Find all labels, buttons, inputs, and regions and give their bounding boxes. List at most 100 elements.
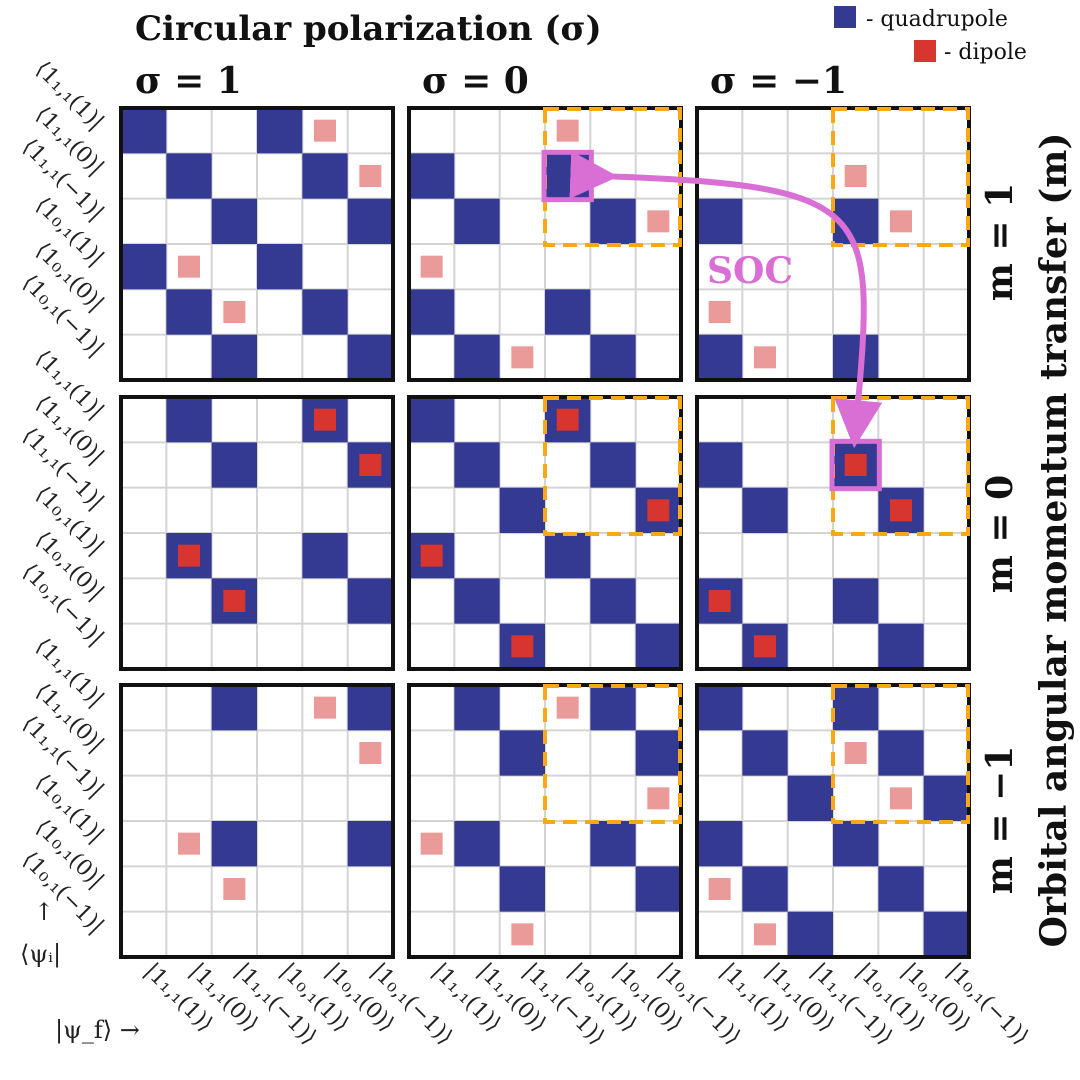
dipole-marker-faded <box>754 923 776 946</box>
column-label-sigma-0: σ = 0 <box>422 60 529 102</box>
quadrupole-cell <box>499 866 545 912</box>
orange-dashed-block <box>831 684 970 824</box>
dipole-marker-faded <box>420 255 443 278</box>
panels-grid <box>119 106 971 959</box>
panel-m-1-sigma-1 <box>695 683 971 959</box>
dipole-marker-faded <box>359 165 382 187</box>
dipole-marker <box>844 454 867 476</box>
quadrupole-cell <box>409 397 455 443</box>
psi-i-up-arrow: ↑ <box>34 898 54 926</box>
quadrupole-cell <box>166 153 212 199</box>
quadrupole-cell <box>923 775 969 821</box>
quadrupole-cell <box>787 911 833 957</box>
ket-state-labels: |1₁,₁(1)⟩|1₁,₁(0)⟩|1₁,₁(−1)⟩|1₀,₁(1)⟩|1₀… <box>139 959 1033 1050</box>
dipole-marker-faded <box>556 119 579 142</box>
dipole-marker-faded <box>647 210 670 233</box>
dipole-marker <box>178 544 200 567</box>
dipole-marker-faded <box>223 301 246 323</box>
panel-m-1-sigma1 <box>119 683 395 959</box>
quadrupole-cell <box>697 442 743 488</box>
dipole-marker <box>754 635 776 658</box>
quadrupole-cell <box>347 685 393 731</box>
legend-dipole-swatch <box>914 40 936 62</box>
quadrupole-cell <box>302 533 348 579</box>
row-label-m-0: m = 0 <box>979 475 1021 593</box>
dipole-marker-faded <box>708 878 731 900</box>
soc-source-box <box>541 149 594 203</box>
quadrupole-cell <box>121 244 167 290</box>
quadrupole-cell <box>697 821 743 867</box>
quadrupole-cell <box>878 866 924 912</box>
dipole-marker <box>647 499 670 522</box>
quadrupole-cell <box>454 334 500 380</box>
legend-dipole-label: - dipole <box>944 40 1027 65</box>
panel-m1-sigma1 <box>119 106 395 382</box>
dipole-marker-faded <box>556 696 579 719</box>
quadrupole-cell <box>302 153 348 199</box>
panel-m1-sigma-1 <box>695 106 971 382</box>
quadrupole-cell <box>454 685 500 731</box>
quadrupole-cell <box>635 623 681 669</box>
panel-m0-sigma-1 <box>695 395 971 671</box>
figure-title: Circular polarization (σ) <box>135 9 602 49</box>
dipole-marker <box>890 499 912 522</box>
dipole-marker-faded <box>511 923 534 946</box>
quadrupole-cell <box>499 730 545 776</box>
quadrupole-cell <box>454 198 500 244</box>
quadrupole-cell <box>121 108 167 154</box>
quadrupole-cell <box>833 685 879 731</box>
dipole-marker <box>556 408 579 431</box>
quadrupole-cell <box>409 289 455 335</box>
quadrupole-cell <box>454 821 500 867</box>
quadrupole-cell <box>211 685 257 731</box>
dipole-marker <box>511 635 534 658</box>
panel-m1-sigma0 <box>407 106 683 382</box>
quadrupole-cell <box>590 334 636 380</box>
quadrupole-cell <box>697 685 743 731</box>
dipole-marker-faded <box>223 878 246 900</box>
quadrupole-cell <box>257 244 303 290</box>
dipole-marker-faded <box>178 255 200 278</box>
dipole-marker-faded <box>844 742 867 764</box>
quadrupole-cell <box>257 108 303 154</box>
psi-f-label: |ψ_f⟩ → <box>55 1016 140 1045</box>
dipole-marker-faded <box>359 742 382 764</box>
orange-dashed-block <box>543 684 682 824</box>
quadrupole-cell <box>211 821 257 867</box>
quadrupole-cell <box>590 442 636 488</box>
legend-quadrupole-swatch <box>834 6 856 28</box>
quadrupole-cell <box>787 775 833 821</box>
quadrupole-cell <box>878 730 924 776</box>
quadrupole-cell <box>635 730 681 776</box>
row-axis-title: Orbital angular momentum transfer (m) <box>1033 133 1075 948</box>
column-label-sigma-minus-1: σ = −1 <box>710 60 847 102</box>
quadrupole-cell <box>347 578 393 624</box>
quadrupole-cell <box>697 198 743 244</box>
quadrupole-cell <box>833 821 879 867</box>
quadrupole-cell <box>211 198 257 244</box>
dipole-marker <box>708 590 731 612</box>
quadrupole-cell <box>166 397 212 443</box>
dipole-marker-faded <box>754 346 776 369</box>
quadrupole-cell <box>590 821 636 867</box>
quadrupole-cell <box>833 334 879 380</box>
quadrupole-cell <box>545 533 591 579</box>
dipole-marker-faded <box>511 346 534 369</box>
quadrupole-cell <box>833 578 879 624</box>
quadrupole-cell <box>347 821 393 867</box>
quadrupole-cell <box>454 578 500 624</box>
quadrupole-cell <box>742 487 788 533</box>
quadrupole-cell <box>742 730 788 776</box>
dipole-marker <box>314 408 336 431</box>
dipole-marker <box>223 590 246 612</box>
dipole-marker-faded <box>178 832 200 855</box>
panel-border <box>119 395 395 671</box>
quadrupole-cell <box>166 289 212 335</box>
quadrupole-cell <box>545 289 591 335</box>
quadrupole-cell <box>409 153 455 199</box>
legend: - quadrupole - dipole <box>834 6 1027 65</box>
panel-m0-sigma1 <box>119 395 395 671</box>
soc-target-box <box>829 438 882 492</box>
column-label-sigma-1: σ = 1 <box>135 60 242 102</box>
